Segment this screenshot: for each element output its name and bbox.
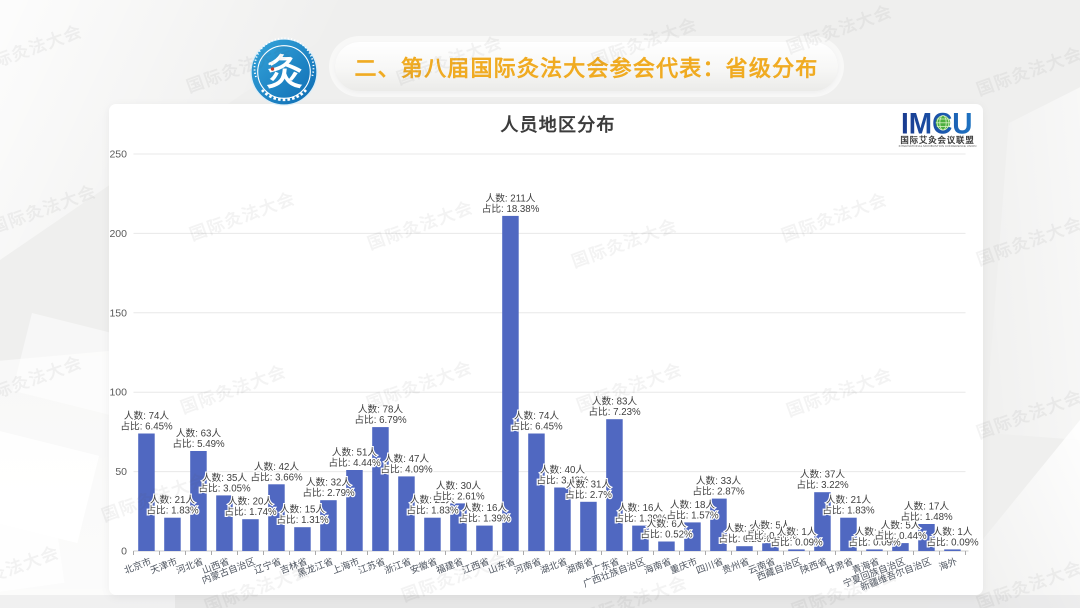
svg-text:人数: 42人: 人数: 42人 [254, 460, 300, 473]
svg-text:人数: 18人: 人数: 18人 [670, 498, 716, 511]
svg-text:人数: 16人: 人数: 16人 [618, 501, 664, 514]
svg-text:200: 200 [109, 228, 127, 240]
svg-text:人数: 83人: 人数: 83人 [592, 395, 638, 408]
svg-text:占比: 2.79%: 占比: 2.79% [302, 486, 355, 499]
svg-text:人员地区分布: 人员地区分布 [500, 114, 615, 135]
svg-text:占比: 3.22%: 占比: 3.22% [796, 478, 849, 491]
svg-text:占比: 0.44%: 占比: 0.44% [874, 529, 927, 542]
svg-text:人数: 31人: 人数: 31人 [566, 477, 612, 490]
svg-text:占比: 0.52%: 占比: 0.52% [640, 528, 693, 541]
svg-text:人数: 3人: 人数: 3人 [725, 522, 765, 535]
svg-text:100: 100 [109, 387, 127, 399]
svg-text:占比: 1.57%: 占比: 1.57% [666, 508, 719, 521]
svg-text:占比: 2.61%: 占比: 2.61% [432, 489, 485, 502]
svg-text:人数: 16人: 人数: 16人 [462, 501, 508, 514]
svg-text:人数: 30人: 人数: 30人 [436, 479, 482, 492]
svg-text:占比: 1.39%: 占比: 1.39% [614, 512, 667, 525]
svg-text:人数: 17人: 人数: 17人 [904, 500, 950, 513]
svg-text:人数: 78人: 人数: 78人 [358, 403, 404, 416]
svg-text:占比: 5.49%: 占比: 5.49% [172, 437, 225, 450]
svg-text:人数: 5人: 人数: 5人 [751, 519, 791, 532]
svg-text:人数: 32人: 人数: 32人 [306, 476, 352, 489]
svg-text:人数: 5人: 人数: 5人 [881, 519, 921, 532]
svg-text:占比: 6.79%: 占比: 6.79% [354, 413, 407, 426]
svg-text:人数: 6人: 人数: 6人 [647, 517, 687, 530]
svg-text:占比: 1.83%: 占比: 1.83% [822, 504, 875, 517]
svg-text:占比: 1.39%: 占比: 1.39% [458, 512, 511, 525]
svg-text:50: 50 [115, 466, 127, 478]
svg-text:人数: 1人: 人数: 1人 [855, 525, 895, 538]
svg-text:占比: 1.83%: 占比: 1.83% [406, 504, 459, 517]
svg-text:150: 150 [109, 307, 127, 319]
svg-text:人数: 37人: 人数: 37人 [800, 468, 846, 481]
svg-text:国际艾灸会议联盟: 国际艾灸会议联盟 [900, 135, 974, 145]
svg-text:灸: 灸 [266, 52, 302, 93]
svg-text:人数: 21人: 人数: 21人 [826, 493, 872, 506]
svg-text:0: 0 [121, 546, 127, 558]
svg-text:人数: 63人: 人数: 63人 [176, 427, 222, 440]
svg-text:占比: 1.83%: 占比: 1.83% [146, 504, 199, 517]
svg-text:人数: 21人: 人数: 21人 [150, 493, 196, 506]
svg-text:人数: 15人: 人数: 15人 [280, 503, 326, 516]
svg-text:人数: 20人: 人数: 20人 [228, 495, 274, 508]
svg-text:占比: 3.48%: 占比: 3.48% [536, 474, 589, 487]
svg-text:人数: 21人: 人数: 21人 [410, 493, 456, 506]
svg-text:人数: 51人: 人数: 51人 [332, 446, 378, 459]
svg-text:海外: 海外 [937, 555, 959, 572]
svg-text:占比: 3.66%: 占比: 3.66% [250, 470, 303, 483]
svg-text:占比: 6.45%: 占比: 6.45% [120, 420, 173, 433]
svg-text:INTERNATIONAL MOXIBUSTION CONF: INTERNATIONAL MOXIBUSTION CONFERENCE UNI… [899, 144, 977, 148]
svg-text:占比: 4.09%: 占比: 4.09% [380, 462, 433, 475]
svg-text:占比: 6.45%: 占比: 6.45% [510, 420, 563, 433]
svg-text:占比: 18.38%: 占比: 18.38% [482, 202, 540, 215]
svg-text:占比: 0.26%: 占比: 0.26% [718, 532, 771, 545]
svg-text:人数: 35人: 人数: 35人 [202, 471, 248, 484]
svg-text:占比: 1.48%: 占比: 1.48% [900, 510, 953, 523]
svg-text:人数: 1人: 人数: 1人 [777, 525, 817, 538]
svg-text:人数: 211人: 人数: 211人 [486, 191, 536, 204]
svg-text:占比: 2.7%: 占比: 2.7% [565, 488, 612, 501]
svg-text:占比: 1.74%: 占比: 1.74% [224, 505, 277, 518]
svg-text:人数: 74人: 人数: 74人 [124, 409, 170, 422]
svg-text:占比: 0.09%: 占比: 0.09% [848, 535, 901, 548]
svg-text:占比: 4.44%: 占比: 4.44% [328, 456, 381, 469]
svg-text:占比: 0.09%: 占比: 0.09% [926, 535, 979, 548]
svg-text:人数: 33人: 人数: 33人 [696, 474, 742, 487]
svg-text:人数: 47人: 人数: 47人 [384, 452, 430, 465]
svg-text:占比: 1.31%: 占比: 1.31% [276, 513, 329, 526]
svg-text:250: 250 [109, 149, 127, 161]
svg-text:人数: 40人: 人数: 40人 [540, 463, 586, 476]
svg-text:占比: 3.05%: 占比: 3.05% [198, 481, 251, 494]
svg-text:人数: 74人: 人数: 74人 [514, 409, 560, 422]
svg-text:人数: 1人: 人数: 1人 [933, 525, 973, 538]
svg-text:占比: 0.44%: 占比: 0.44% [744, 529, 797, 542]
svg-text:占比: 2.87%: 占比: 2.87% [692, 485, 745, 498]
svg-text:占比: 7.23%: 占比: 7.23% [588, 405, 641, 418]
svg-text:占比: 0.09%: 占比: 0.09% [770, 535, 823, 548]
